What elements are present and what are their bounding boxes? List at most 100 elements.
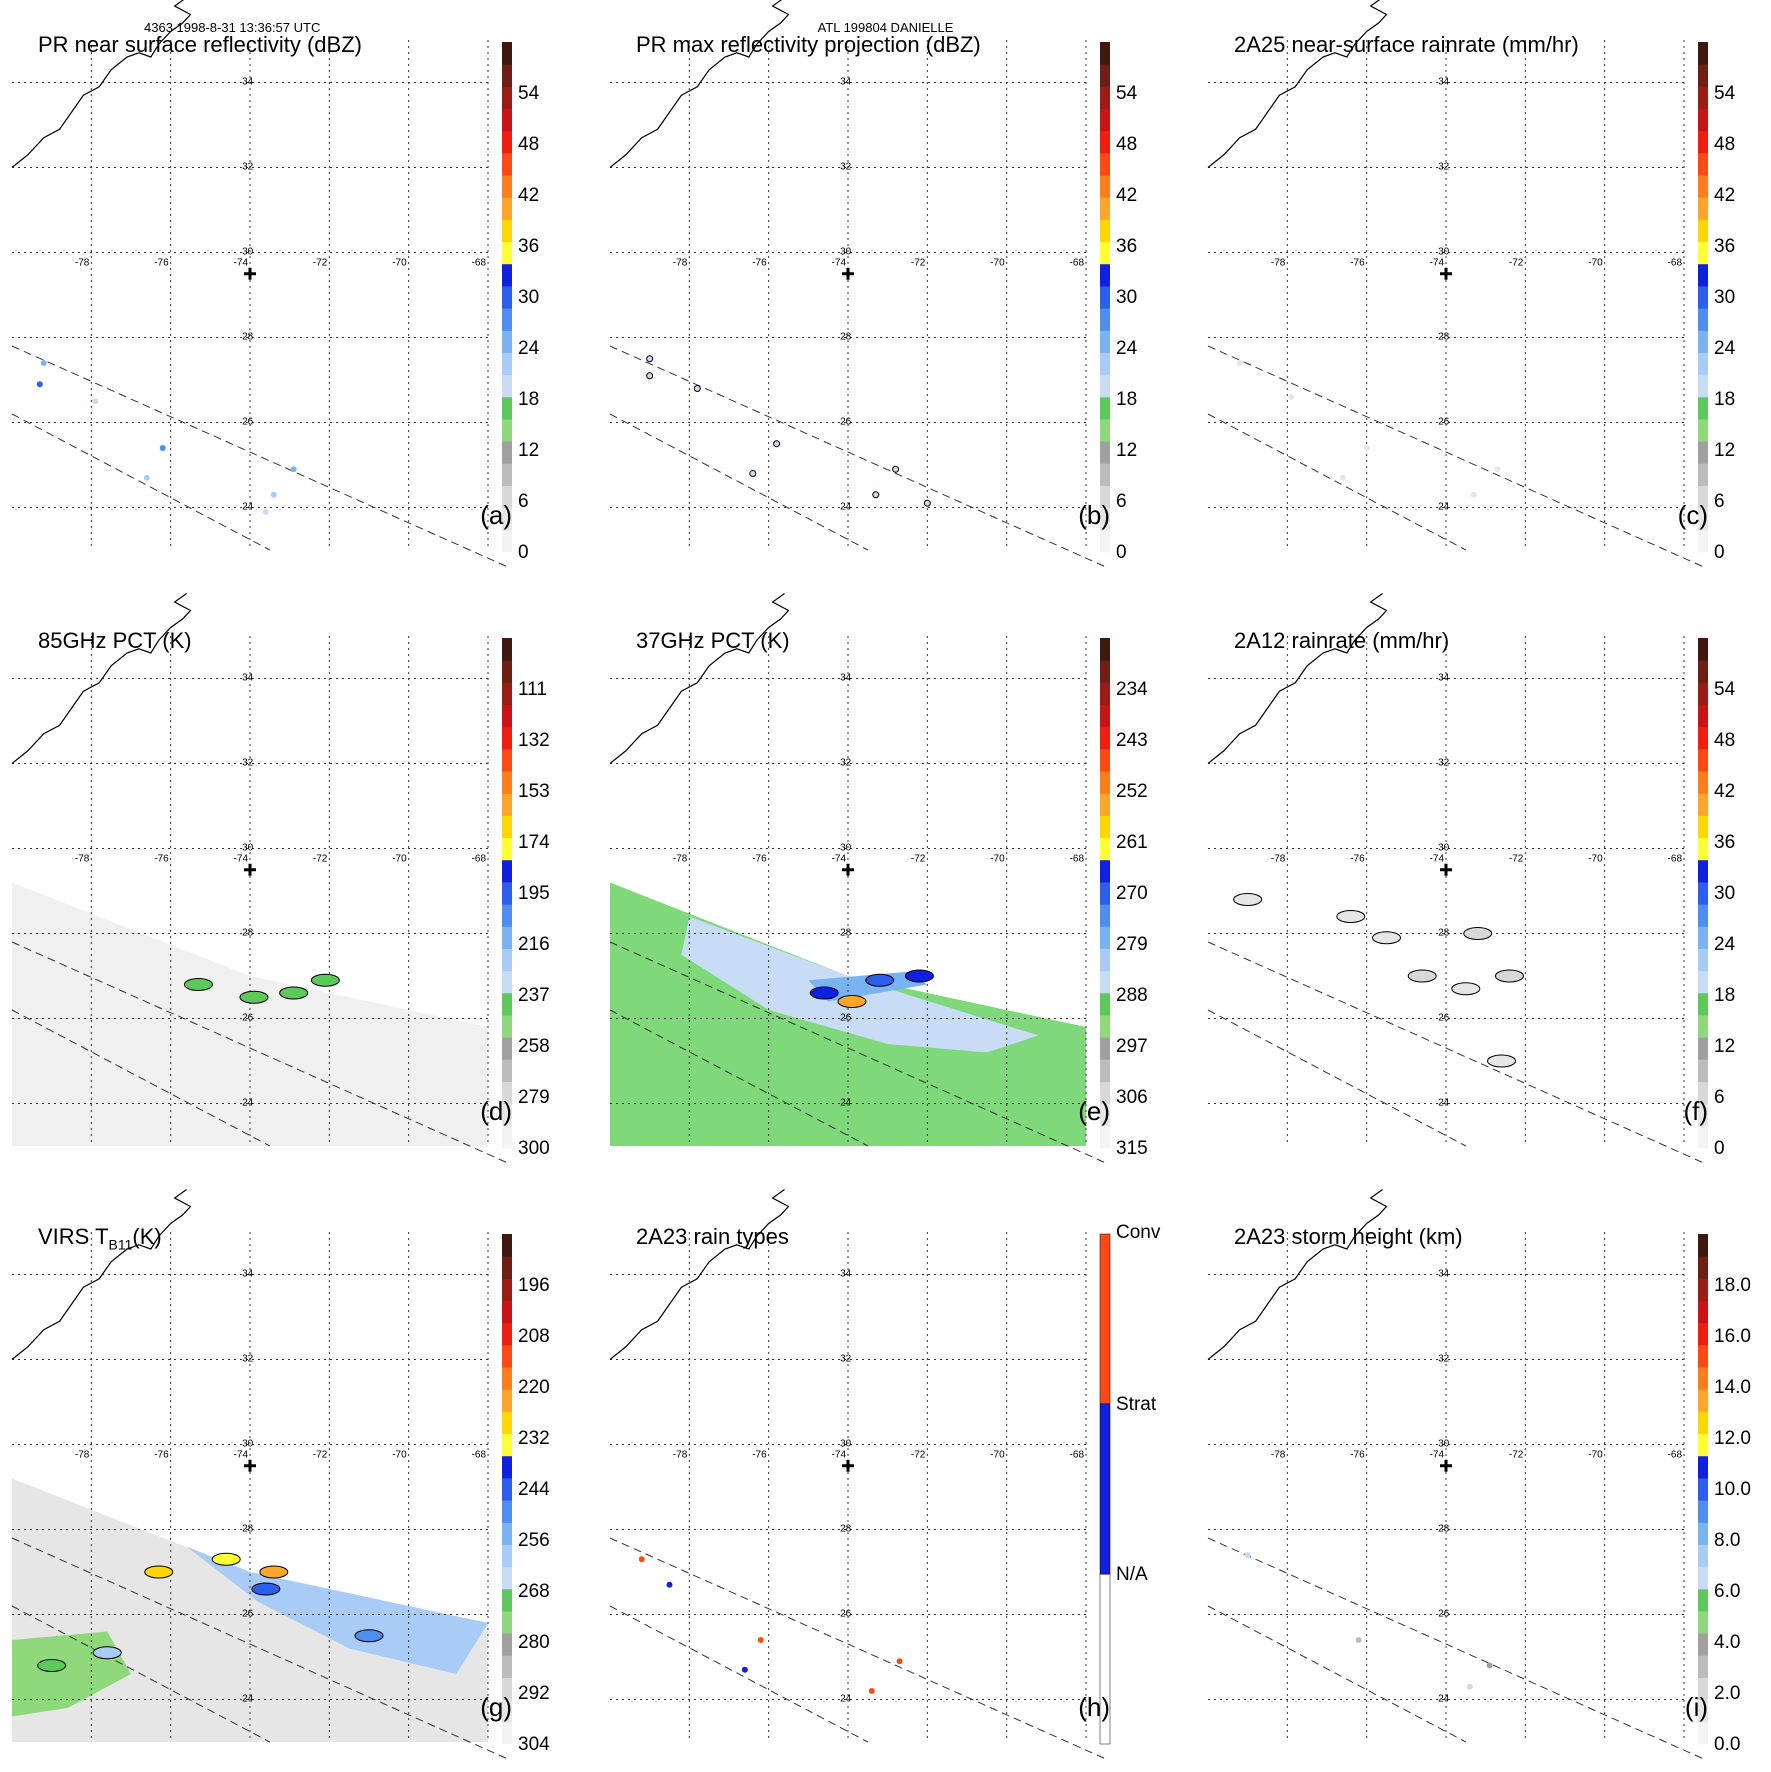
- panel-h: -78 -76 -74 -72 -70 -68 34 32 30 28 26 24 N/A Strat Co…: [609, 1189, 1170, 1772]
- panel-label: (g): [480, 1692, 512, 1722]
- lon-tick-label: -72: [313, 257, 328, 268]
- lat-tick-label: 32: [1438, 162, 1450, 173]
- colorbar-segment: [502, 1655, 512, 1678]
- colorbar-segment: [502, 285, 512, 309]
- colorbar-segment: [502, 748, 512, 772]
- data-cell: [809, 986, 839, 1000]
- lon-tick-label: -78: [673, 257, 688, 268]
- lat-tick-label: 28: [1438, 1524, 1450, 1535]
- panel-b: -78 -76 -74 -72 -70 -68 34 32 30 28 26 24 0 6 12 18 24 30…: [609, 0, 1170, 580]
- colorbar-segment: [502, 175, 512, 198]
- swath-edge: [609, 1009, 869, 1147]
- lon-tick-label: -68: [1668, 1449, 1683, 1460]
- colorbar-tick-label: 2.0: [1714, 1683, 1740, 1704]
- panel-title-text: PR max reflectivity projection (dBZ): [636, 32, 981, 57]
- data-cell: [37, 1659, 67, 1672]
- colorbar-tick-label: 12: [518, 440, 539, 461]
- colorbar-segment: [1698, 970, 1708, 994]
- lat-tick-label: 32: [840, 1354, 852, 1365]
- data-cell: [868, 1688, 875, 1694]
- colorbar-segment: [1100, 726, 1110, 750]
- colorbar-segment: [1100, 108, 1110, 132]
- colorbar-tick-label: 258: [518, 1036, 550, 1057]
- colorbar-segment: [502, 992, 512, 1016]
- lon-tick-label: -76: [154, 853, 169, 864]
- colorbar-tick-label: 12: [1714, 1036, 1735, 1057]
- orbit-info: 4363 1998-8-31 13:36:57 UTC: [144, 20, 321, 35]
- lon-tick-label: -76: [1350, 1449, 1365, 1460]
- data-cell: [892, 465, 900, 473]
- colorbar-segment: [1100, 130, 1110, 154]
- panel-a: -78 -76 -74 -72 -70 -68 34 32 30 28 26 24 0 6 12 18 24 30…: [11, 0, 572, 580]
- lon-tick-label: -76: [1350, 257, 1365, 268]
- colorbar-tick-label: 14.0: [1714, 1377, 1751, 1398]
- colorbar-segment: [1698, 926, 1708, 949]
- swath-edge: [609, 345, 1107, 568]
- lat-tick-label: 26: [242, 1013, 254, 1024]
- data-cell: [693, 385, 701, 392]
- storm-info: ATL 199804 DANIELLE: [817, 20, 954, 35]
- colorbar-segment: [1100, 529, 1110, 553]
- colorbar-tick-label: 252: [1116, 781, 1148, 802]
- colorbar-segment: [502, 197, 512, 220]
- lon-tick-label: -78: [673, 1449, 688, 1460]
- colorbar-segment: [1100, 219, 1110, 243]
- colorbar-segment: [1698, 881, 1708, 905]
- colorbar-segment: [1100, 881, 1110, 905]
- colorbar-segment: [1100, 175, 1110, 198]
- colorbar-segment: [502, 1300, 512, 1324]
- colorbar-segment: [1698, 86, 1708, 110]
- lat-tick-label: 28: [840, 928, 852, 939]
- lat-tick-label: 34: [1438, 673, 1450, 684]
- panel-d: -78 -76 -74 -72 -70 -68 34 32 30 28 26 24 300 279 258 2…: [11, 593, 572, 1176]
- colorbar-tick-label: 54: [1116, 83, 1138, 104]
- colorbar-segment: [502, 352, 512, 376]
- colorbar-segment: [1698, 285, 1708, 309]
- colorbar-segment: [1698, 1125, 1708, 1149]
- panel-title: VIRS TB11(K): [38, 1224, 162, 1252]
- colorbar-tick-label: 261: [1116, 832, 1148, 853]
- lon-tick-label: -72: [1509, 257, 1524, 268]
- colorbar-tick-label: 36: [1714, 236, 1735, 257]
- storm-center-marker: [1440, 1459, 1452, 1472]
- lat-tick-label: 24: [242, 502, 254, 513]
- colorbar-segment: [1698, 1588, 1708, 1612]
- colorbar-tick-label: N/A: [1116, 1564, 1148, 1585]
- colorbar-tick-label: 280: [518, 1632, 550, 1653]
- data-cell: [239, 990, 269, 1004]
- map-svg: -78 -76 -74 -72 -70 -68 34 32 30 28 26 24 315 306 297 2…: [609, 593, 1148, 1164]
- colorbar-tick-label: 270: [1116, 883, 1148, 904]
- panel-label: (f): [1683, 1096, 1708, 1126]
- swath-edge: [1207, 345, 1705, 568]
- colorbar-segment: [1698, 815, 1708, 839]
- colorbar-segment: [1100, 1059, 1110, 1082]
- colorbar-segment: [1100, 285, 1110, 309]
- colorbar-tick-label: 48: [518, 134, 539, 155]
- map-svg: -78 -76 -74 -72 -70 -68 34 32 30 28 26 24 300 279 258 2…: [11, 593, 550, 1164]
- colorbar-tick-label: 208: [518, 1326, 550, 1347]
- panel-title-tail: (K): [132, 1224, 162, 1249]
- data-cell: [270, 491, 277, 498]
- data-cell: [1486, 1662, 1493, 1669]
- colorbar-segment: [1698, 638, 1708, 661]
- colorbar-segment: [1698, 1433, 1708, 1457]
- colorbar-tick-label: 0: [1714, 542, 1725, 563]
- lat-tick-label: 34: [840, 1269, 852, 1280]
- colorbar-tick-label: 36: [518, 236, 539, 257]
- lon-tick-label: -74: [832, 1449, 847, 1460]
- panel-g: -78 -76 -74 -72 -70 -68 34 32 30 28 26 24 304 292 280 2…: [11, 1189, 572, 1772]
- colorbar-segment: [502, 1677, 512, 1701]
- colorbar-segment: [1100, 441, 1110, 464]
- lon-tick-label: -72: [911, 257, 926, 268]
- colorbar-segment: [1698, 197, 1708, 220]
- lon-tick-label: -70: [1588, 1449, 1603, 1460]
- colorbar-segment: [1698, 1411, 1708, 1435]
- colorbar-segment: [502, 1455, 512, 1479]
- lat-tick-label: 28: [840, 332, 852, 343]
- lon-tick-label: -78: [75, 257, 90, 268]
- colorbar-segment: [502, 970, 512, 994]
- lat-tick-label: 30: [1438, 247, 1450, 258]
- colorbar-tick-label: 300: [518, 1138, 550, 1159]
- lon-tick-label: -72: [1509, 1449, 1524, 1460]
- lat-tick-label: 24: [1438, 1694, 1450, 1705]
